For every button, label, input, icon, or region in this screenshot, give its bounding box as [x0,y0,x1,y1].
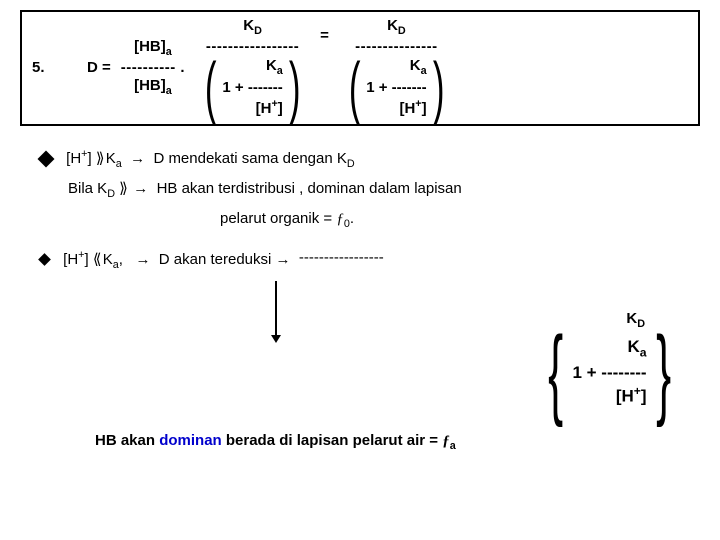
left-paren-icon: ( [349,57,361,117]
equation-row: D = [HB]a ---------- . [HB]a KD --------… [87,17,688,119]
diamond-bullet-icon [38,151,55,168]
bullet-line-2: Bila KD ⟩⟩ → HB akan terdistribusi , dom… [68,178,700,202]
right-brace-icon: } [656,332,671,412]
left-brace-icon: { [548,332,563,412]
bullet-line-4: [H+] ⟨⟨ Ka, → D akan tereduksi → -------… [40,247,700,273]
left-paren-icon: ( [205,57,217,117]
right-fraction: KD { Ka 1 + -------- [H+] } [539,310,680,412]
right-paren-icon: ) [432,57,444,117]
frac-result: KD --------------- ( Ka 1 + ------- [H+]… [343,17,450,119]
frac-hba: [HB]a ---------- . [HB]a [121,38,185,98]
diamond-bullet-icon [38,253,51,266]
equation-box: 5. D = [HB]a ---------- . [HB]a KD -----… [20,10,700,126]
step-number: 5. [32,59,45,77]
d-equals: D = [87,59,111,77]
final-line: HB akan dominan berada di lapisan pelaru… [95,432,700,452]
frac-kd-ka: KD ----------------- ( Ka 1 + ------- [H… [199,17,306,119]
bullet-line-1: [H+] ⟩⟩ Ka → D mendekati sama dengan KD [40,146,700,172]
right-paren-icon: ) [289,57,301,117]
equals: = [320,27,329,45]
bullet-line-3: pelarut organik = ƒ0. [220,208,700,232]
dominan-word: dominan [159,432,222,449]
